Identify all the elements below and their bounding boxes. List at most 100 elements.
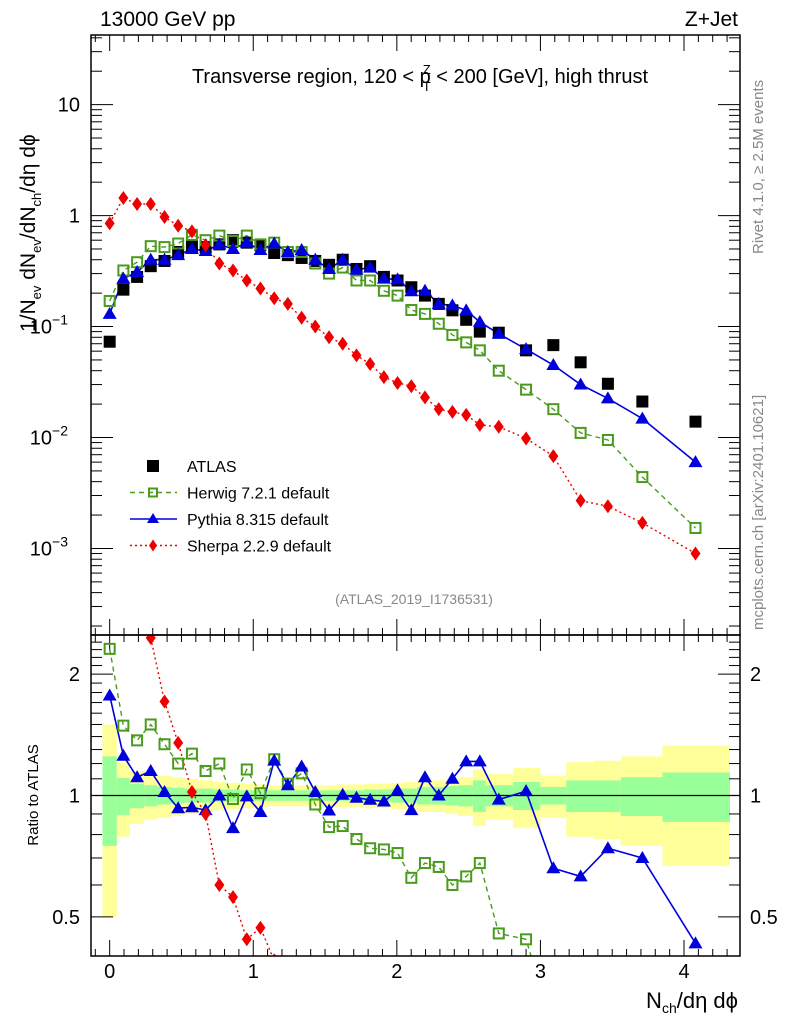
pythia-ratio-point	[116, 748, 131, 761]
pythia-ratio-point	[431, 788, 446, 801]
pythia-point	[519, 342, 534, 355]
sherpa-point	[406, 379, 417, 394]
pythia-ratio-point	[184, 800, 199, 813]
band-inner	[102, 756, 117, 846]
pythia-ratio-point	[573, 869, 588, 882]
pythia-ratio-point	[267, 753, 282, 766]
herwig-point	[103, 294, 116, 307]
pythia-ratio-point	[102, 688, 117, 701]
sherpa-point	[145, 197, 156, 212]
pythia-point	[102, 306, 117, 319]
top-left-label: 13000 GeV pp	[100, 8, 235, 31]
analysis-label: (ATLAS_2019_I1736531)	[335, 591, 493, 607]
main-y-axis-label: 1/Nev dNev/dNch/dη dϕ	[17, 134, 44, 332]
pythia-ratio-point	[472, 754, 487, 767]
herwig-point	[391, 289, 404, 302]
x-tick-label: 4	[678, 961, 689, 983]
pythia-ratio-point	[335, 787, 350, 800]
herwig-point	[158, 241, 171, 254]
herwig-ratio-point	[350, 833, 363, 846]
band-inner	[593, 780, 621, 813]
herwig-ratio-point	[364, 842, 377, 855]
ratio-y-tick-label-left: 2	[69, 664, 80, 686]
sherpa-ratio-point	[297, 1005, 307, 1019]
herwig-point	[418, 307, 431, 320]
herwig-ratio-point	[103, 642, 116, 655]
pythia-point	[349, 262, 364, 275]
y-tick-label: 10−3	[30, 533, 68, 560]
pythia-ratio-point	[600, 841, 615, 854]
pythia-point	[267, 236, 282, 249]
pythia-point	[363, 260, 378, 273]
pythia-point	[472, 314, 487, 327]
sherpa-point	[282, 296, 293, 311]
atlas-point	[689, 415, 702, 428]
atlas-point	[460, 313, 473, 326]
pythia-ratio-point	[417, 770, 432, 783]
sherpa-point	[228, 263, 239, 278]
ratio-y-tick-label-left: 1	[69, 786, 80, 808]
sherpa-ratio-point	[105, 359, 115, 373]
sherpa-ratio-point	[186, 785, 197, 800]
sherpa-point	[474, 417, 485, 432]
sherpa-ratio-point	[132, 525, 142, 539]
pythia-ratio-point	[390, 783, 405, 796]
pythia-point	[130, 265, 145, 278]
pythia-ratio-point	[143, 764, 158, 777]
herwig-point	[689, 521, 702, 534]
herwig-ratio-point	[492, 927, 505, 940]
sherpa-point	[310, 319, 321, 334]
pythia-ratio-point	[546, 861, 561, 874]
sherpa-point	[447, 404, 458, 419]
sherpa-ratio-point	[283, 967, 293, 981]
ratio-series-points	[102, 359, 703, 1019]
atlas-point	[227, 234, 240, 247]
pythia-ratio-point	[404, 803, 419, 816]
pythia-point	[116, 271, 131, 284]
ratio-band	[102, 724, 730, 917]
pythia-ratio-point	[322, 803, 337, 816]
sherpa-point	[392, 375, 403, 390]
sherpa-point	[324, 330, 335, 345]
pythia-point	[253, 242, 268, 255]
pythia-point	[491, 326, 506, 339]
herwig-ratio-point	[446, 878, 459, 891]
herwig-point	[547, 403, 560, 416]
pythia-point	[417, 283, 432, 296]
pythia-ratio-point	[445, 771, 460, 784]
pythia-ratio-point	[635, 850, 650, 863]
sherpa-point	[159, 210, 170, 225]
x-tick-label: 3	[535, 961, 546, 983]
sherpa-point	[337, 336, 348, 351]
y-tick-label: 10−1	[30, 312, 68, 339]
pythia-point	[573, 377, 588, 390]
herwig-ratio-point	[158, 738, 171, 751]
pythia-ratio-point	[363, 792, 378, 805]
pythia-ratio-point	[294, 759, 309, 772]
ratio-y-tick-label-left: 0.5	[52, 907, 80, 929]
sherpa-point	[269, 291, 280, 306]
band-inner	[116, 778, 130, 815]
atlas-point	[473, 325, 486, 338]
sherpa-point	[173, 218, 184, 233]
main-axis-ticks: 10−3 10−2 10−1 1 10	[30, 35, 740, 956]
sherpa-point	[214, 256, 225, 271]
pythia-ratio-point	[171, 801, 186, 814]
pythia-point	[390, 272, 405, 285]
legend: ATLAS Herwig 7.2.1 default Pythia 8.315 de…	[130, 459, 332, 556]
sherpa-point	[433, 402, 444, 417]
herwig-point	[492, 364, 505, 377]
pythia-point	[280, 244, 295, 257]
herwig-ratio-line	[108, 648, 532, 956]
herwig-point	[405, 303, 418, 316]
sherpa-point	[419, 390, 430, 405]
sherpa-point	[104, 216, 115, 231]
pythia-ratio-point	[212, 788, 227, 801]
sherpa-point	[690, 546, 701, 561]
herwig-point	[377, 284, 390, 297]
atlas-point	[636, 395, 649, 408]
pythia-ratio-point	[157, 785, 172, 798]
herwig-ratio-point	[391, 847, 404, 860]
band-inner	[472, 780, 486, 813]
